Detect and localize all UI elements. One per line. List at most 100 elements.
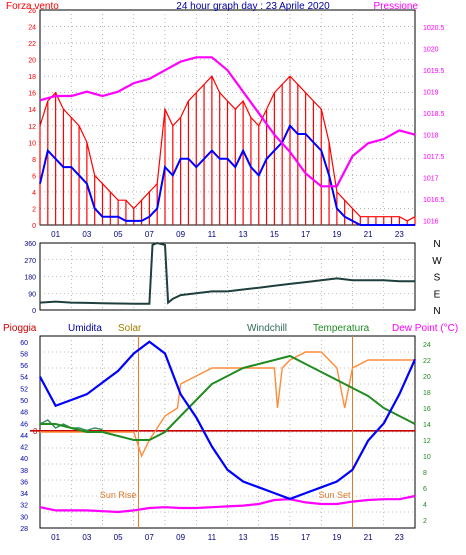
pressure-y-tick: 1016.5 [423, 197, 445, 204]
humidity-line [39, 340, 417, 501]
rain-zero-label: 0 [33, 427, 38, 436]
pressure-y-tick: 1016 [423, 219, 439, 226]
humidity-y-tick: 52 [20, 386, 28, 393]
humidity-y-tick: 42 [20, 445, 28, 452]
sun-rise-label: Sun Rise [100, 490, 137, 500]
weather-x-tick: 03 [82, 533, 91, 542]
pressure-y-tick: 1018 [423, 133, 439, 140]
humidity-y-tick: 30 [20, 514, 28, 521]
legend-entry: Solar [118, 323, 142, 334]
wind-y-tick: 26 [28, 8, 36, 15]
pressure-y-tick: 1018.5 [423, 111, 445, 118]
wind-avg-line [39, 124, 415, 226]
humidity-y-tick: 34 [20, 491, 28, 498]
humidity-y-tick: 32 [20, 503, 28, 510]
temperature-y-tick: 2 [423, 518, 427, 525]
humidity-y-tick: 58 [20, 351, 28, 358]
dewpoint-line [39, 494, 416, 514]
wind-x-tick: 07 [145, 230, 154, 239]
legend-entry: Umidita [68, 323, 102, 334]
humidity-y-tick: 38 [20, 468, 28, 475]
wind-gust-line [39, 75, 416, 222]
humidity-y-tick: 28 [20, 526, 28, 533]
temperature-y-tick: 8 [423, 470, 427, 477]
pressure-y-tick: 1019 [423, 90, 439, 97]
wind-x-tick: 15 [270, 230, 279, 239]
pressure-y-tick: 1017 [423, 176, 439, 183]
weather-x-tick: 01 [51, 533, 60, 542]
legend-entry: Windchill [247, 323, 287, 334]
temperature-y-tick: 4 [423, 502, 427, 509]
weather-x-tick: 11 [208, 533, 217, 542]
humidity-y-tick: 36 [20, 479, 28, 486]
legend-entry: Dew Point (°C) [392, 323, 458, 334]
temperature-y-tick: 10 [423, 454, 431, 461]
temperature-y-tick: 22 [423, 358, 431, 365]
direction-cardinal-label: N [433, 306, 440, 317]
wind-y-tick: 20 [28, 58, 36, 65]
wind-y-tick: 6 [32, 173, 36, 180]
temperature-y-tick: 24 [423, 342, 431, 349]
weather-x-tick: 09 [176, 533, 185, 542]
wind-x-tick: 17 [301, 230, 310, 239]
wind-y-tick: 12 [28, 124, 36, 131]
wind-y-tick: 14 [28, 107, 36, 114]
wind-axis-title: Forza vento [6, 1, 59, 12]
humidity-y-tick: 60 [20, 340, 28, 347]
temperature-y-tick: 20 [423, 374, 431, 381]
humidity-y-tick: 44 [20, 433, 28, 440]
temperature-y-tick: 14 [423, 422, 431, 429]
humidity-y-tick: 50 [20, 398, 28, 405]
humidity-y-tick: 46 [20, 421, 28, 428]
direction-y-tick: 360 [24, 241, 36, 248]
temperature-y-tick: 6 [423, 486, 427, 493]
wind-y-tick: 16 [28, 91, 36, 98]
weather-x-tick: 07 [145, 533, 154, 542]
direction-y-tick: 270 [24, 258, 36, 265]
direction-y-tick: 180 [24, 275, 36, 282]
temperature-y-tick: 16 [423, 406, 431, 413]
weather-x-tick: 13 [239, 533, 248, 542]
wind-x-tick: 13 [239, 230, 248, 239]
pressure-line [39, 56, 416, 188]
wind-x-tick: 09 [176, 230, 185, 239]
wind-y-tick: 22 [28, 41, 36, 48]
humidity-y-tick: 40 [20, 456, 28, 463]
weather-x-tick: 21 [364, 533, 373, 542]
pressure-y-tick: 1019.5 [423, 68, 445, 75]
wind-x-tick: 21 [364, 230, 373, 239]
wind-x-tick: 05 [114, 230, 123, 239]
humidity-y-tick: 48 [20, 410, 28, 417]
direction-line [39, 241, 415, 305]
pressure-y-tick: 1017.5 [423, 154, 445, 161]
weather-x-tick: 17 [301, 533, 310, 542]
legend-entry: Pioggia [3, 323, 37, 334]
temperature-y-tick: 18 [423, 390, 431, 397]
wind-y-tick: 0 [32, 223, 36, 230]
direction-cardinal-label: S [434, 273, 441, 284]
pressure-axis-title: Pressione [374, 1, 419, 12]
wind-x-tick: 03 [82, 230, 91, 239]
humidity-y-tick: 56 [20, 363, 28, 370]
temperature-y-tick: 12 [423, 438, 431, 445]
weather-x-tick: 15 [270, 533, 279, 542]
wind-x-tick: 01 [51, 230, 60, 239]
wind-x-tick: 19 [332, 230, 341, 239]
wind-y-tick: 10 [28, 140, 36, 147]
wind-x-tick: 11 [208, 230, 217, 239]
direction-cardinal-label: N [433, 239, 440, 250]
wind-y-tick: 8 [32, 157, 36, 164]
wind-y-tick: 4 [32, 190, 36, 197]
direction-cardinal-label: E [434, 289, 441, 300]
wind-x-tick: 23 [395, 230, 404, 239]
humidity-y-tick: 54 [20, 375, 28, 382]
chart-title: 24 hour graph day : 23 Aprile 2020 [176, 1, 330, 12]
pressure-y-tick: 1020.5 [423, 25, 445, 32]
direction-y-tick: 0 [32, 308, 36, 315]
solar-line [40, 351, 415, 458]
wind-y-tick: 18 [28, 74, 36, 81]
temperature-line [40, 354, 416, 441]
direction-cardinal-label: W [432, 256, 442, 267]
